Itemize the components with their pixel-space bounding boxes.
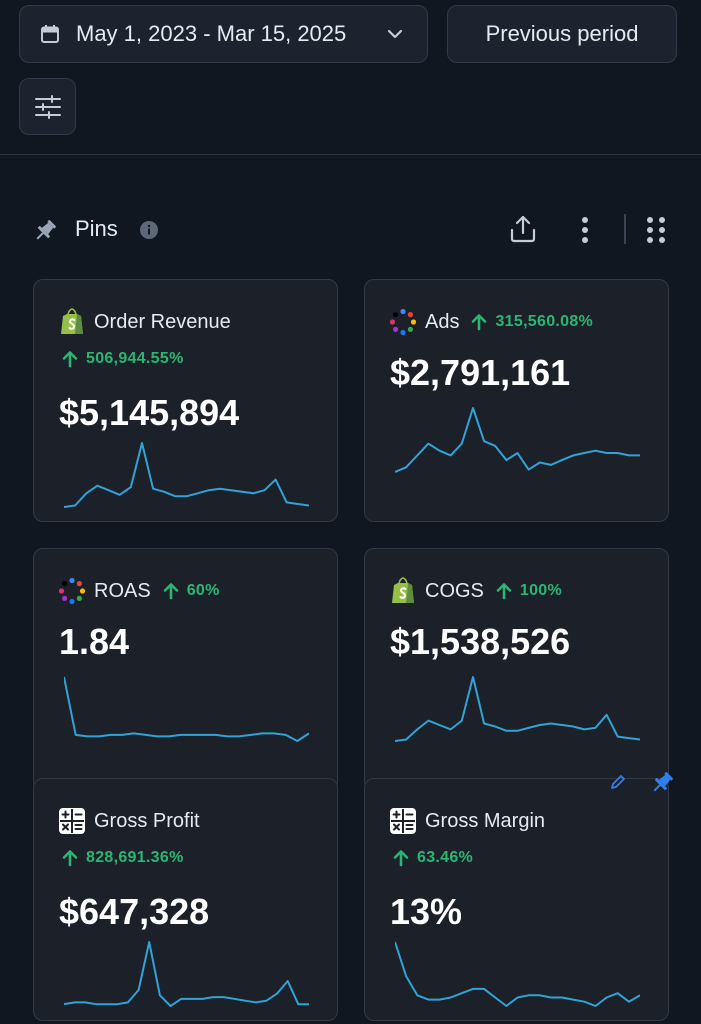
- metric-name: Ads: [425, 310, 460, 333]
- metric-card-roas[interactable]: ROAS 60% 1.84: [33, 548, 338, 791]
- drag-handle-icon[interactable]: [643, 215, 669, 245]
- metric-value: $2,791,161: [390, 352, 571, 393]
- arrow-up-icon: [62, 849, 78, 867]
- metric-card-ads[interactable]: Ads 315,560.08% $2,791,161: [364, 279, 669, 522]
- shopify-icon: [389, 577, 417, 605]
- pins-title: Pins: [75, 216, 118, 241]
- date-range-picker[interactable]: May 1, 2023 - Mar 15, 2025: [19, 5, 428, 63]
- card-header: Ads 315,560.08%: [389, 307, 593, 337]
- sparkline: [395, 676, 640, 742]
- metric-delta: 60%: [163, 582, 220, 600]
- arrow-up-icon: [393, 849, 409, 867]
- metric-name: COGS: [425, 579, 484, 602]
- compare-period-label: Previous period: [485, 21, 639, 46]
- arrow-up-icon: [62, 350, 78, 368]
- sparkline-line: [64, 676, 309, 742]
- metric-name: Order Revenue: [94, 310, 231, 333]
- metric-card-cogs[interactable]: COGS 100% $1,538,526: [364, 548, 669, 791]
- metric-value: $5,145,894: [59, 392, 240, 433]
- sparkline-line: [395, 407, 640, 473]
- date-range-label: May 1, 2023 - Mar 15, 2025: [76, 21, 347, 46]
- share-icon[interactable]: [508, 214, 538, 244]
- arrow-up-icon: [163, 582, 179, 600]
- metric-value: $1,538,526: [390, 621, 571, 662]
- sparkline: [395, 941, 640, 1007]
- metric-name: ROAS: [94, 579, 151, 602]
- sparkline: [395, 407, 640, 473]
- arrow-up-icon: [496, 582, 512, 600]
- metric-delta: 828,691.36%: [62, 849, 184, 867]
- sparkline-line: [395, 676, 640, 742]
- metric-name: Gross Profit: [94, 809, 200, 832]
- calendar-icon: [41, 25, 59, 43]
- sparkline: [64, 941, 309, 1007]
- delta-value: 828,691.36%: [86, 849, 184, 866]
- pin-icon: [36, 220, 56, 240]
- delta-value: 100%: [519, 582, 563, 599]
- metric-delta: 506,944.55%: [62, 350, 184, 368]
- arrow-up-icon: [471, 313, 487, 331]
- delta-value: 506,944.55%: [86, 350, 184, 367]
- metric-delta: 63.46%: [393, 849, 473, 867]
- metric-delta: 315,560.08%: [471, 313, 593, 331]
- card-header: ROAS 60%: [58, 576, 220, 606]
- metric-card-gross-profit[interactable]: Gross Profit 828,691.36% $647,328: [33, 778, 338, 1021]
- header-divider: [624, 214, 626, 244]
- card-header: Gross Margin: [389, 806, 545, 836]
- card-header: Gross Profit: [58, 806, 200, 836]
- metric-value: 1.84: [59, 621, 130, 662]
- calculator-icon: [58, 807, 86, 835]
- chevron-down-icon: [387, 29, 403, 39]
- metric-value: $647,328: [59, 891, 210, 932]
- sparkline: [64, 442, 309, 508]
- info-icon[interactable]: [139, 220, 159, 240]
- card-header: COGS 100%: [389, 576, 562, 606]
- delta-value: 315,560.08%: [495, 313, 594, 330]
- pins-header: Pins: [0, 205, 701, 255]
- unpin-icon[interactable]: [649, 770, 675, 796]
- more-vertical-icon[interactable]: [574, 215, 596, 245]
- delta-value: 63.46%: [417, 849, 474, 866]
- compare-period-button[interactable]: Previous period: [447, 5, 677, 63]
- metric-name: Gross Margin: [425, 809, 546, 832]
- ads-dots-icon: [58, 577, 86, 605]
- ads-dots-icon: [389, 308, 417, 336]
- metric-delta: 100%: [496, 582, 562, 600]
- shopify-icon: [58, 308, 86, 336]
- card-header: Order Revenue: [58, 307, 231, 337]
- sparkline-line: [64, 941, 309, 1007]
- sliders-icon: [34, 94, 61, 119]
- delta-value: 60%: [186, 582, 220, 599]
- sparkline: [64, 676, 309, 742]
- sparkline-line: [64, 442, 309, 508]
- edit-pencil-icon[interactable]: [609, 773, 627, 791]
- sparkline-line: [395, 941, 640, 1007]
- metric-value: 13%: [390, 891, 463, 932]
- metric-card-order-revenue[interactable]: Order Revenue 506,944.55% $5,145,894: [33, 279, 338, 522]
- top-toolbar: May 1, 2023 - Mar 15, 2025 Previous peri…: [0, 0, 701, 155]
- filter-settings-button[interactable]: [19, 78, 76, 135]
- metric-card-gross-margin[interactable]: Gross Margin 63.46% 13%: [364, 778, 669, 1021]
- calculator-icon: [389, 807, 417, 835]
